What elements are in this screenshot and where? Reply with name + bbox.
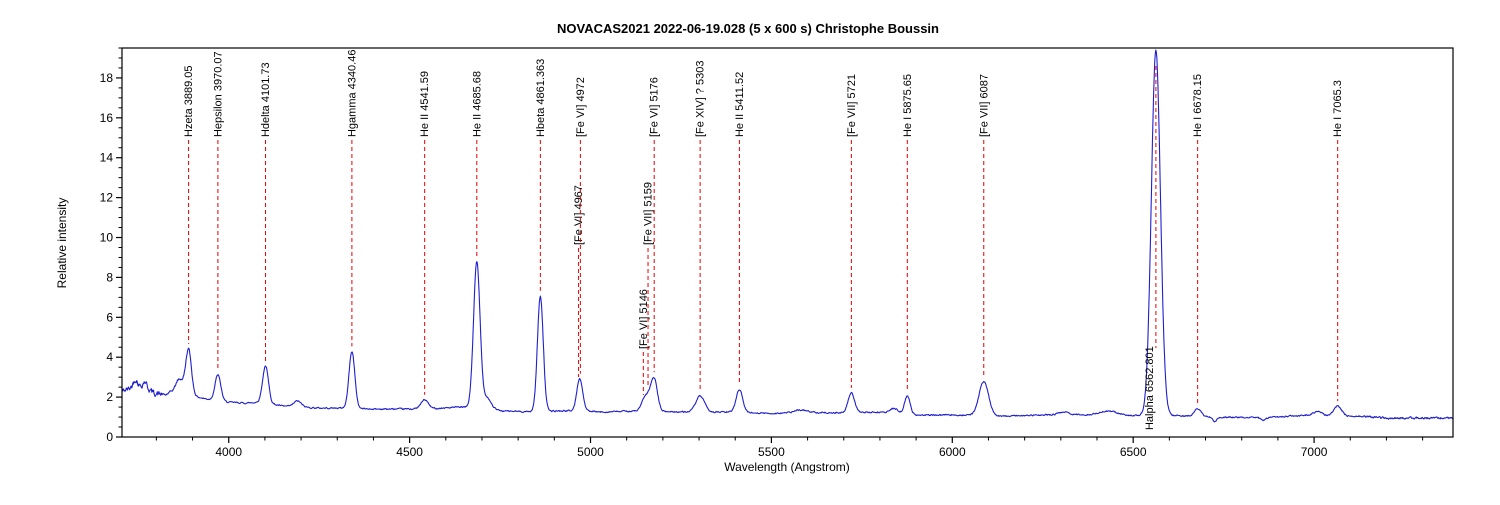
y-tick-label: 16	[100, 111, 114, 125]
spectral-line-marker: [Fe XIV] ? 5303	[695, 61, 707, 392]
spectral-line-marker: He I 5875.65	[902, 74, 914, 392]
spectral-line-marker: Hbeta 4861.363	[535, 59, 547, 291]
marker-label: [Fe VI] 4967	[573, 185, 585, 245]
x-tick-label: 5000	[577, 445, 604, 459]
spectral-line-marker: Hdelta 4101.73	[260, 62, 272, 361]
x-tick-label: 5500	[758, 445, 785, 459]
axis-tick-labels: 4000 4500 5000 5500 6000 6500 7000 0 2 4 6 8 10 12 14 1…	[100, 71, 1328, 459]
marker-label: [Fe VII] 6087	[978, 74, 990, 137]
y-tick-label: 8	[106, 270, 113, 284]
x-axis-label: Wavelength (Angstrom)	[724, 460, 850, 474]
spectral-line-marker: He II 5411.52	[734, 72, 746, 385]
x-tick-label: 4500	[396, 445, 423, 459]
chart-title: NOVACAS2021 2022-06-19.028 (5 x 600 s) C…	[557, 21, 939, 36]
marker-label: He II 4685.68	[471, 71, 483, 137]
marker-label: Hgamma 4340.46	[346, 50, 358, 137]
y-tick-label: 12	[100, 191, 114, 205]
marker-label: Halpha 6562.801	[1144, 346, 1156, 430]
spectral-line-marker: [Fe VI] 4972	[575, 77, 587, 374]
marker-label: [Fe VII] 5159	[643, 182, 655, 245]
marker-label: He I 7065.3	[1332, 80, 1344, 137]
spectral-line-marker: [Fe VI] 5146	[638, 289, 650, 395]
y-tick-label: 14	[100, 151, 114, 165]
x-tick-label: 4000	[215, 445, 242, 459]
marker-label: [Fe VI] 5176	[649, 77, 661, 137]
y-tick-label: 4	[106, 350, 113, 364]
spectral-line-markers: Hzeta 3889.05 Hepsilon 3970.07 Hdelta 4101…	[183, 50, 1344, 430]
spectral-line-marker: Hgamma 4340.46	[346, 50, 358, 347]
spectral-line-marker: [Fe VII] 5159	[643, 182, 655, 388]
y-tick-label: 2	[106, 390, 113, 404]
marker-label: [Fe XIV] ? 5303	[695, 61, 707, 137]
spectral-line-marker: [Fe VII] 5721	[846, 74, 858, 388]
spectral-line-marker: He I 6678.15	[1192, 74, 1204, 404]
marker-label: [Fe VI] 5146	[638, 289, 650, 349]
spectral-line-marker: He II 4541.59	[419, 71, 431, 395]
spectral-line-marker: [Fe VII] 6087	[978, 74, 990, 377]
spectral-line-marker: [Fe VI] 4967	[573, 185, 585, 377]
marker-label: He II 4541.59	[419, 71, 431, 137]
spectrum-trace	[121, 49, 1453, 423]
axis-ticks	[116, 47, 1424, 443]
y-tick-label: 6	[106, 310, 113, 324]
spectral-line-marker: He I 7065.3	[1332, 80, 1344, 402]
spectral-line-marker: He II 4685.68	[471, 71, 483, 257]
spectral-line-marker: Hzeta 3889.05	[183, 65, 195, 344]
spectral-line-marker: Halpha 6562.801	[1144, 66, 1157, 430]
plot-frame	[121, 47, 1454, 438]
x-tick-label: 6000	[939, 445, 966, 459]
marker-label: He II 5411.52	[734, 72, 746, 137]
marker-label: He I 5875.65	[902, 74, 914, 137]
spectral-line-marker: Hepsilon 3970.07	[212, 51, 224, 370]
marker-label: [Fe VII] 5721	[846, 74, 858, 137]
marker-label: He I 6678.15	[1192, 74, 1204, 137]
y-tick-label: 0	[106, 430, 113, 444]
marker-label: Hepsilon 3970.07	[212, 51, 224, 137]
y-tick-label: 10	[100, 231, 114, 245]
marker-label: Hzeta 3889.05	[183, 65, 195, 137]
spectrum-curve	[121, 49, 1453, 423]
marker-label: [Fe VI] 4972	[575, 77, 587, 137]
marker-label: Hbeta 4861.363	[535, 59, 547, 137]
y-axis-label: Relative intensity	[55, 198, 69, 289]
spectral-line-marker: [Fe VI] 5176	[649, 77, 661, 373]
y-tick-label: 18	[100, 71, 114, 85]
x-tick-label: 7000	[1301, 445, 1328, 459]
marker-label: Hdelta 4101.73	[260, 62, 272, 137]
x-tick-label: 6500	[1120, 445, 1147, 459]
